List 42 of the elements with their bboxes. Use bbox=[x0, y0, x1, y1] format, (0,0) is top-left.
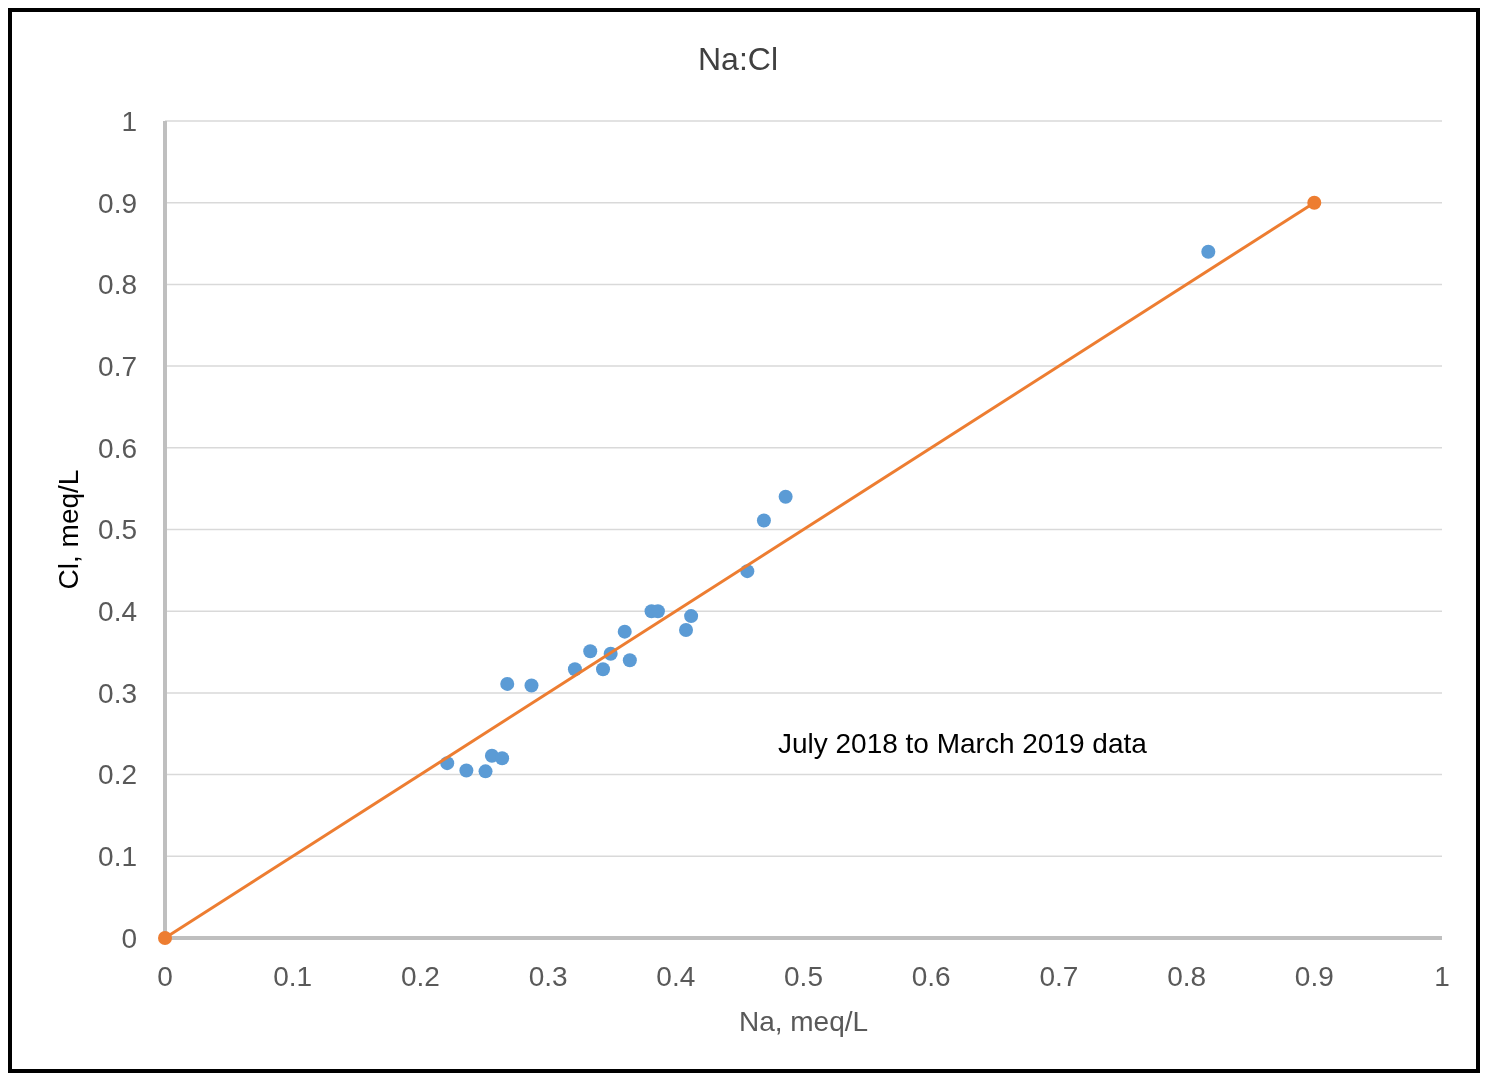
y-tick-label: 0.3 bbox=[98, 677, 137, 709]
chart-title: Na:Cl bbox=[697, 41, 779, 77]
x-tick-label: 0.3 bbox=[528, 961, 568, 992]
y-axis-title: Cl, meq/L bbox=[53, 469, 84, 590]
y-tick-label: 0.7 bbox=[98, 350, 137, 382]
point bbox=[778, 489, 793, 504]
point bbox=[495, 751, 510, 766]
point bbox=[478, 764, 493, 779]
y-tick-label: 0.6 bbox=[98, 432, 137, 464]
x-tick-label: 0.9 bbox=[1294, 961, 1334, 992]
x-axis-title: Na, meq/L bbox=[738, 1006, 869, 1037]
y-tick-label: 1 bbox=[121, 105, 137, 137]
point bbox=[500, 676, 515, 691]
point bbox=[583, 644, 598, 659]
x-tick-label: 0 bbox=[157, 961, 173, 992]
x-tick-label: 0.8 bbox=[1167, 961, 1207, 992]
x-tick-label: 0.5 bbox=[784, 961, 823, 992]
y-tick-label: 0.1 bbox=[98, 841, 137, 873]
y-tick-label: 0.2 bbox=[98, 759, 137, 791]
y-tick-label: 0.4 bbox=[98, 596, 137, 627]
point bbox=[1307, 195, 1322, 210]
annotation: July 2018 to March 2019 data bbox=[777, 727, 1148, 759]
x-tick-label: 0.2 bbox=[400, 961, 440, 992]
x-tick-label: 0.1 bbox=[273, 961, 313, 992]
x-tick-label: 0.6 bbox=[911, 961, 951, 992]
point bbox=[524, 678, 539, 693]
x-tick-label: 0.7 bbox=[1039, 961, 1079, 992]
point bbox=[679, 622, 694, 637]
point bbox=[684, 609, 699, 624]
point bbox=[459, 763, 474, 778]
y-tick-label: 0.5 bbox=[98, 514, 137, 546]
x-tick-label: 0.4 bbox=[656, 961, 696, 992]
x-tick-label: 1 bbox=[1434, 961, 1450, 992]
point bbox=[1201, 244, 1216, 259]
point bbox=[622, 653, 637, 668]
y-tick-label: 0.8 bbox=[98, 269, 137, 301]
point bbox=[596, 662, 611, 677]
point bbox=[617, 624, 632, 639]
point bbox=[756, 513, 771, 528]
point bbox=[158, 931, 172, 945]
y-tick-label: 0.9 bbox=[98, 187, 137, 219]
y-tick-label: 0 bbox=[121, 922, 137, 954]
